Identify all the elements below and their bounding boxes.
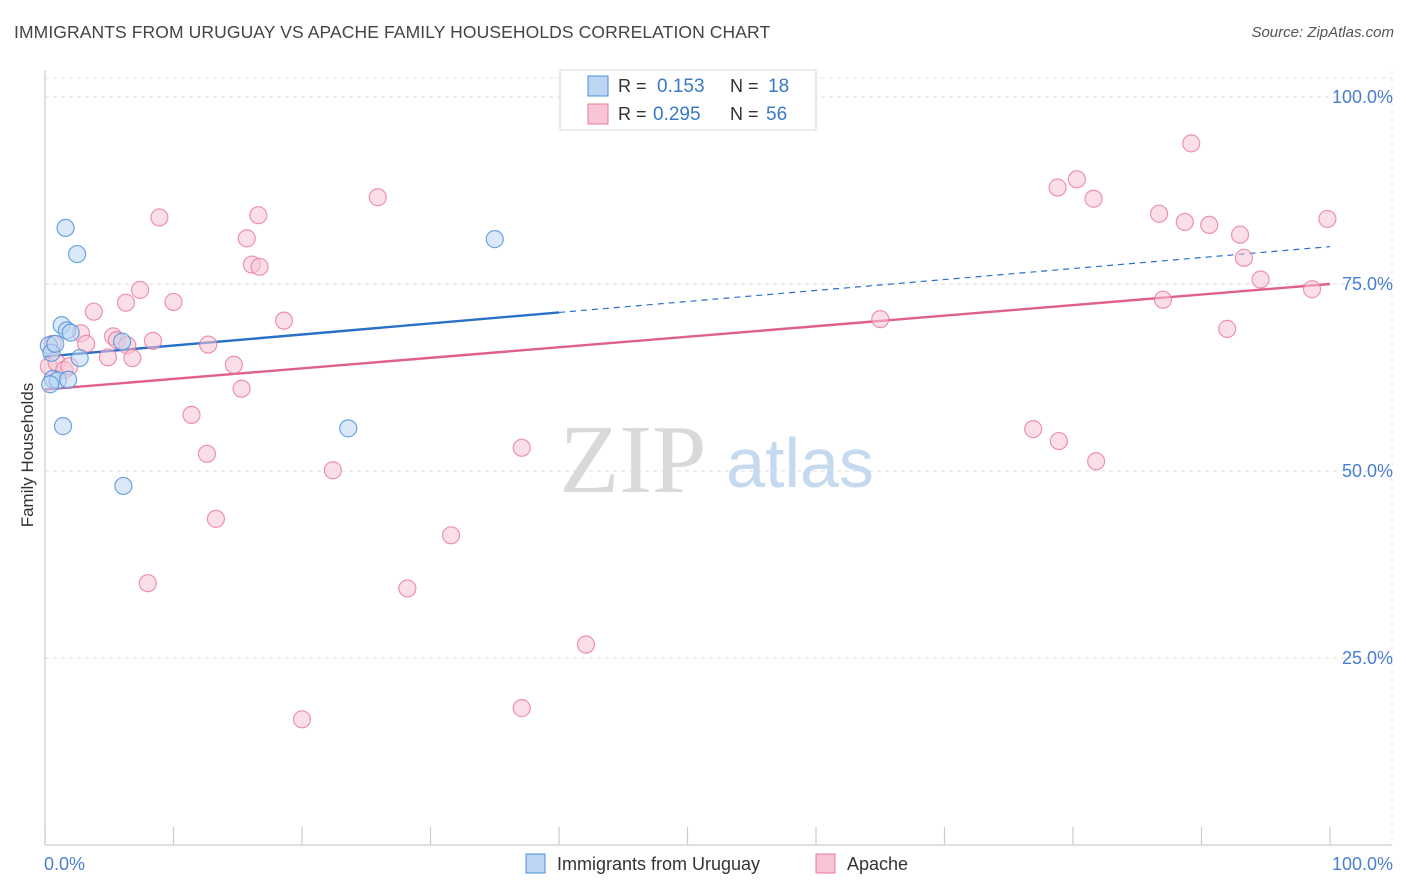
bottom-legend: Immigrants from Uruguay Apache bbox=[525, 853, 908, 874]
point-apache-39 bbox=[1024, 420, 1043, 439]
point-apache-7 bbox=[84, 302, 103, 321]
point-apache-48 bbox=[1182, 134, 1201, 153]
y-tick-label-50: 50.0% bbox=[1342, 461, 1393, 481]
point-apache-49 bbox=[1200, 215, 1219, 235]
chart-title: IMMIGRANTS FROM URUGUAY VS APACHE FAMILY… bbox=[14, 22, 771, 42]
point-apache-46 bbox=[1153, 290, 1173, 309]
y-tick-labels: 25.0% 50.0% 75.0% 100.0% bbox=[1332, 87, 1393, 668]
y-tick-label-25: 25.0% bbox=[1342, 648, 1393, 668]
point-apache-15 bbox=[138, 574, 157, 593]
point-apache-27 bbox=[249, 206, 268, 225]
point-uruguay-3 bbox=[46, 334, 65, 353]
point-apache-32 bbox=[368, 188, 387, 207]
axes bbox=[44, 70, 1392, 846]
x-tick-labels: 0.0% 100.0% bbox=[44, 854, 1393, 874]
point-apache-33 bbox=[398, 579, 417, 598]
point-uruguay-13 bbox=[112, 332, 132, 351]
point-apache-16 bbox=[143, 331, 163, 350]
point-apache-37 bbox=[576, 635, 596, 654]
point-apache-24 bbox=[232, 379, 251, 398]
point-apache-19 bbox=[182, 405, 201, 424]
point-apache-13 bbox=[123, 348, 142, 368]
point-apache-20 bbox=[197, 444, 217, 463]
stats-r-label-apache: R = bbox=[618, 104, 647, 124]
stats-n-value-uruguay: 18 bbox=[768, 76, 789, 97]
point-apache-34 bbox=[441, 526, 461, 545]
point-apache-22 bbox=[206, 509, 226, 528]
trend-line-apache bbox=[44, 282, 1331, 391]
point-uruguay-11 bbox=[68, 244, 87, 264]
point-apache-47 bbox=[1175, 212, 1194, 232]
point-apache-18 bbox=[164, 292, 183, 312]
point-apache-54 bbox=[1302, 280, 1322, 299]
watermark-zip: ZIP bbox=[560, 406, 707, 514]
legend-label-uruguay: Immigrants from Uruguay bbox=[557, 854, 760, 874]
point-apache-30 bbox=[292, 710, 312, 729]
point-apache-12 bbox=[116, 293, 136, 312]
point-apache-14 bbox=[130, 280, 150, 300]
point-apache-40 bbox=[1048, 178, 1067, 197]
point-apache-36 bbox=[512, 699, 531, 718]
watermark: ZIP atlas bbox=[560, 406, 874, 514]
point-apache-38 bbox=[871, 310, 890, 329]
grid-lines bbox=[45, 70, 1393, 845]
point-apache-17 bbox=[150, 208, 169, 227]
point-apache-41 bbox=[1049, 431, 1068, 451]
trend-line-uruguay-extension bbox=[558, 246, 1331, 314]
point-uruguay-12 bbox=[70, 348, 89, 368]
point-apache-35 bbox=[512, 438, 531, 457]
point-apache-31 bbox=[323, 461, 342, 480]
point-apache-52 bbox=[1234, 248, 1254, 267]
point-apache-50 bbox=[1218, 319, 1237, 338]
point-apache-21 bbox=[199, 335, 218, 354]
point-uruguay-16 bbox=[485, 230, 504, 249]
legend-swatch-apache bbox=[815, 853, 836, 874]
stats-n-value-apache: 56 bbox=[766, 104, 787, 125]
point-apache-43 bbox=[1087, 452, 1106, 471]
y-tick-label-100: 100.0% bbox=[1332, 87, 1393, 107]
y-tick-label-75: 75.0% bbox=[1342, 274, 1393, 294]
point-apache-53 bbox=[1251, 270, 1270, 289]
point-uruguay-9 bbox=[59, 370, 78, 389]
point-apache-29 bbox=[274, 311, 294, 330]
stats-swatch-apache bbox=[587, 103, 609, 125]
point-apache-55 bbox=[1318, 209, 1337, 229]
stats-n-label-apache: N = bbox=[730, 104, 759, 124]
point-apache-42 bbox=[1067, 170, 1086, 189]
point-uruguay-15 bbox=[339, 419, 358, 438]
watermark-atlas: atlas bbox=[726, 424, 874, 502]
point-apache-28 bbox=[250, 257, 269, 276]
point-uruguay-6 bbox=[53, 417, 73, 436]
stats-n-label-uruguay: N = bbox=[730, 76, 759, 96]
stats-legend: R = 0.153 N = 18 R = 0.295 N = 56 bbox=[559, 69, 817, 131]
point-apache-8 bbox=[98, 348, 118, 367]
y-axis-label: Family Households bbox=[18, 383, 37, 528]
stats-r-label-uruguay: R = bbox=[618, 76, 647, 96]
legend-label-apache: Apache bbox=[847, 854, 908, 874]
point-uruguay-10 bbox=[61, 323, 80, 342]
point-apache-51 bbox=[1230, 225, 1250, 244]
point-apache-23 bbox=[224, 355, 243, 374]
point-uruguay-14 bbox=[114, 476, 133, 496]
point-uruguay-7 bbox=[56, 218, 75, 237]
point-uruguay-17 bbox=[41, 375, 60, 394]
x-tick-label-0: 0.0% bbox=[44, 854, 85, 874]
point-apache-25 bbox=[237, 229, 256, 248]
stats-r-value-apache: 0.295 bbox=[653, 104, 701, 125]
point-apache-45 bbox=[1149, 204, 1169, 223]
x-tick-label-100: 100.0% bbox=[1332, 854, 1393, 874]
stats-r-value-uruguay: 0.153 bbox=[657, 76, 705, 97]
source-label: Source: ZipAtlas.com bbox=[1251, 24, 1394, 41]
stats-swatch-uruguay bbox=[587, 75, 609, 97]
point-apache-44 bbox=[1084, 189, 1103, 208]
legend-swatch-uruguay bbox=[525, 853, 546, 874]
data-points bbox=[39, 134, 1337, 729]
